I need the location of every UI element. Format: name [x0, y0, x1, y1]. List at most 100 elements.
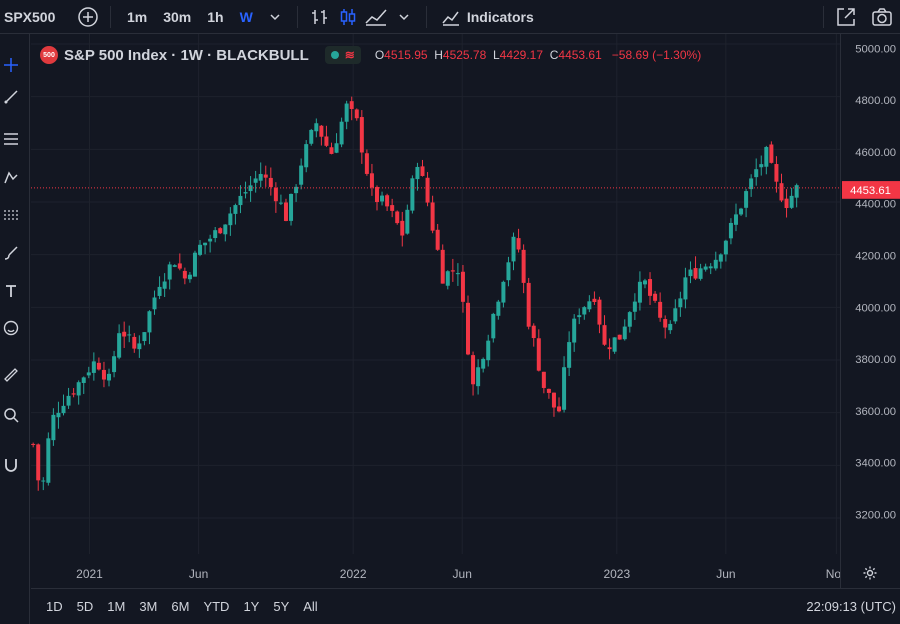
candle-body [278, 202, 283, 204]
candle-body [693, 268, 698, 279]
candle-body [203, 242, 208, 246]
crosshair-icon[interactable] [0, 54, 22, 76]
candle-body [192, 252, 197, 277]
candle-body [673, 308, 678, 322]
text-icon[interactable] [0, 280, 22, 302]
candles-style-icon[interactable] [334, 3, 362, 31]
current-price-label: 4453.61 [850, 185, 891, 197]
timeframe-1h[interactable]: 1h [207, 8, 224, 25]
candle-body [157, 286, 162, 296]
market-status-pill[interactable]: ≋ [324, 46, 361, 64]
candle-body [592, 298, 597, 303]
toolbar-divider [296, 5, 298, 28]
trend-line-icon[interactable] [0, 86, 22, 108]
x-axis: 2021 Jun 2022 Jun 2023 Jun Nov [76, 567, 840, 581]
ohlc-values: O4515.95 H4525.78 L4429.17 C4453.61 −58.… [374, 48, 702, 62]
candle-body [648, 279, 653, 296]
range-all[interactable]: All [303, 599, 318, 614]
candle-body [521, 249, 526, 283]
candle-body [253, 178, 258, 183]
range-3m[interactable]: 3M [139, 599, 158, 614]
candle-body [314, 123, 319, 132]
chart-type-chevron-down-icon[interactable] [390, 3, 418, 31]
range-ytd[interactable]: YTD [203, 599, 230, 614]
x-tick-label: Jun [189, 567, 208, 581]
candle-body [471, 355, 476, 385]
timeframe-1m[interactable]: 1m [127, 8, 148, 25]
candle-body [334, 143, 339, 153]
range-1y[interactable]: 1Y [243, 599, 260, 614]
compare-add-icon[interactable] [74, 3, 102, 31]
timeframe-chevron-down-icon[interactable] [261, 3, 289, 31]
range-5y[interactable]: 5Y [273, 599, 290, 614]
candle-body [632, 301, 637, 312]
candle-body [86, 372, 91, 376]
candle-body [653, 293, 658, 301]
y-tick-label: 4600.00 [855, 147, 896, 159]
bottom-toolbar: 1D 5D 1M 3M 6M YTD 1Y 5Y All 22:09:13 (U… [31, 588, 900, 624]
y-tick-label: 3200.00 [855, 509, 896, 521]
fullscreen-icon[interactable] [832, 3, 860, 31]
candle-body [445, 271, 450, 286]
range-1m[interactable]: 1M [107, 599, 126, 614]
candle-body [703, 266, 708, 270]
bar-style-icon[interactable] [306, 3, 334, 31]
ruler-icon[interactable] [0, 364, 22, 386]
candle-body [112, 356, 117, 373]
candle-body [526, 282, 531, 327]
candle-body [551, 392, 556, 408]
forecasting-icon[interactable] [0, 204, 22, 226]
magnet-icon[interactable] [0, 454, 22, 476]
range-1d[interactable]: 1D [46, 599, 63, 614]
candlestick-chart[interactable]: 2021 Jun 2022 Jun 2023 Jun Nov [31, 34, 840, 588]
candle-body [683, 277, 688, 300]
candle-body [268, 177, 273, 188]
camera-icon[interactable] [868, 3, 896, 31]
chart-settings-gear-icon[interactable] [840, 560, 900, 586]
candle-body [789, 195, 794, 208]
candle-body [455, 273, 460, 275]
x-tick-label: 2023 [603, 567, 630, 581]
candle-body [481, 358, 486, 369]
price-axis[interactable]: 3200.00 3400.00 3600.00 3800.00 4000.00 4200.… [840, 34, 900, 588]
candle-body [349, 101, 354, 109]
symbol-search-button[interactable]: SPX500 [0, 0, 74, 34]
timeframe-w[interactable]: W [239, 8, 253, 25]
legend-title[interactable]: S&P 500 Index · 1W · BLACKBULL [64, 46, 309, 64]
candle-body [425, 177, 430, 203]
candle-body [420, 166, 425, 176]
current-price-tag [841, 181, 900, 199]
top-toolbar: SPX500 1m 30m 1h W Indicators [0, 0, 900, 34]
candle-body [779, 183, 784, 201]
pattern-icon[interactable] [0, 166, 22, 188]
candle-body [223, 224, 228, 235]
candle-body [51, 414, 56, 441]
candle-body [637, 281, 642, 303]
candle-body [147, 311, 152, 333]
candle-body [597, 299, 602, 325]
candle-body [299, 165, 304, 185]
timeframe-30m[interactable]: 30m [163, 8, 192, 25]
toolbar-divider [110, 5, 111, 28]
candle-body [698, 268, 703, 279]
range-5d[interactable]: 5D [76, 599, 94, 614]
y-tick-label: 5000.00 [855, 43, 896, 55]
area-style-icon[interactable] [362, 3, 390, 31]
candle-body [263, 174, 268, 178]
candle-body [663, 319, 668, 328]
brush-icon[interactable] [0, 242, 22, 264]
indicators-button[interactable]: Indicators [441, 7, 534, 27]
candle-body [142, 332, 147, 342]
zoom-icon[interactable] [0, 404, 22, 426]
candle-body [152, 297, 157, 310]
candle-body [582, 307, 587, 315]
candle-body [501, 281, 506, 303]
range-6m[interactable]: 6M [171, 599, 190, 614]
fib-retracement-icon[interactable] [0, 128, 22, 150]
candle-body [172, 265, 177, 267]
candle-body [572, 318, 577, 343]
candle-body [415, 166, 420, 180]
candle-body [354, 109, 359, 119]
emoji-icon[interactable] [0, 317, 22, 339]
utc-clock[interactable]: 22:09:13 (UTC) [806, 599, 896, 614]
